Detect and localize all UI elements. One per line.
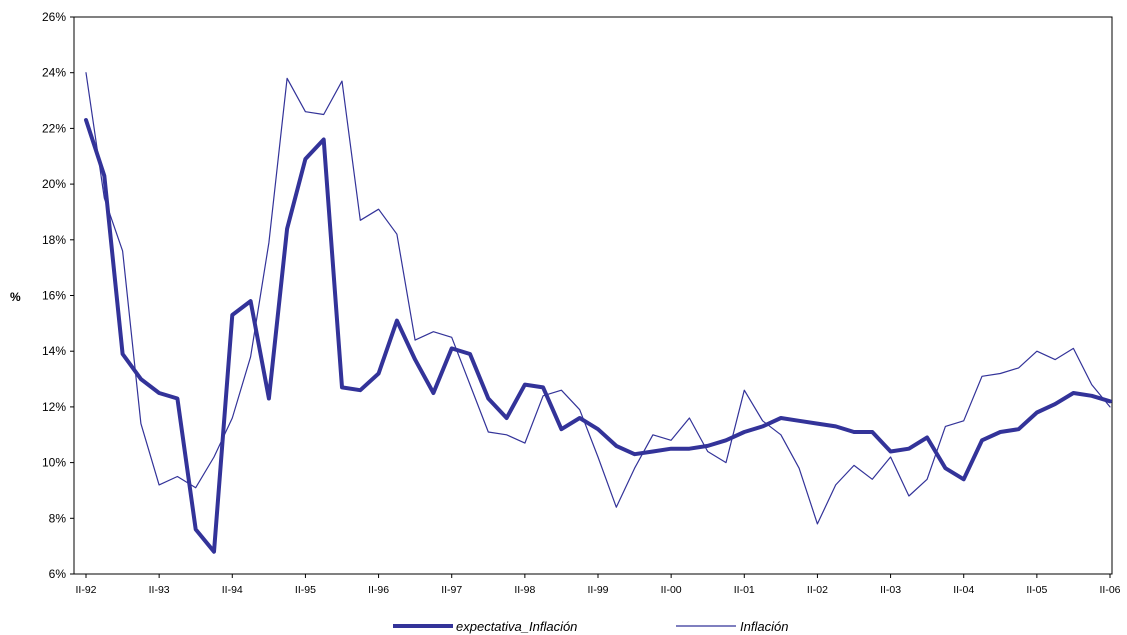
- y-axis: 6% 8% 10% 12% 14% 16% 18% 20% 22% 24% 26%: [42, 10, 74, 581]
- y-tick-label: 8%: [49, 511, 67, 525]
- y-axis-label: %: [10, 290, 21, 304]
- x-tick-label: II-06: [1099, 584, 1120, 596]
- y-tick-label: 20%: [42, 177, 66, 191]
- x-tick-label: II-97: [441, 584, 462, 596]
- x-tick-label: II-02: [807, 584, 828, 596]
- x-tick-label: II-94: [222, 584, 243, 596]
- y-tick-label: 22%: [42, 121, 66, 135]
- series-line-expectativa: [84, 118, 1112, 554]
- legend-label-expectativa: expectativa_Inflación: [456, 619, 577, 634]
- y-tick-label: 24%: [42, 66, 66, 80]
- legend-label-inflacion: Inflación: [740, 619, 788, 634]
- x-axis: II-92 II-93 II-94 II-95 II-96 II-97 II-98 II-99…: [75, 574, 1121, 596]
- x-tick-label: II-95: [295, 584, 316, 596]
- x-tick-label: II-05: [1026, 584, 1047, 596]
- x-tick-label: II-98: [514, 584, 535, 596]
- legend: expectativa_Inflación Inflación: [393, 619, 788, 634]
- y-tick-label: 26%: [42, 10, 66, 24]
- x-tick-label: II-96: [368, 584, 389, 596]
- x-tick-label: II-92: [75, 584, 96, 596]
- y-tick-label: 10%: [42, 456, 66, 470]
- x-tick-label: II-93: [149, 584, 170, 596]
- series-group: [84, 72, 1112, 554]
- y-tick-label: 18%: [42, 233, 66, 247]
- series-line-inflacion: [85, 72, 1111, 525]
- y-tick-label: 14%: [42, 344, 66, 358]
- x-tick-label: II-03: [880, 584, 901, 596]
- x-tick-label: II-01: [734, 584, 755, 596]
- x-tick-label: II-00: [661, 584, 682, 596]
- plot-area-frame: [73, 16, 1113, 575]
- y-tick-label: 12%: [42, 400, 66, 414]
- y-tick-label: 16%: [42, 289, 66, 303]
- y-tick-label: 6%: [49, 567, 67, 581]
- x-tick-label: II-99: [587, 584, 608, 596]
- x-tick-label: II-04: [953, 584, 974, 596]
